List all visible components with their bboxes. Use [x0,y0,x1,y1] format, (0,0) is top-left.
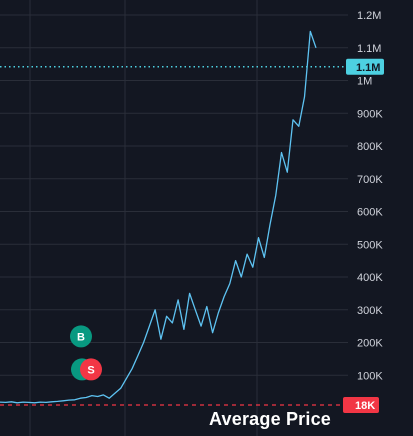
y-tick-label: 1M [357,76,372,88]
y-tick-label: 100K [357,370,383,382]
current-price-label: 1.1M [356,62,380,74]
y-tick-label: 700K [357,174,383,186]
y-tick-label: 200K [357,338,383,350]
y-tick-label: 400K [357,272,383,284]
grid-lines [0,0,348,436]
y-tick-label: 1.2M [357,10,381,22]
current-price-badge [346,58,384,75]
average-price-badge [343,397,379,413]
buy-marker[interactable] [70,325,92,348]
y-tick-label: 300K [357,305,383,317]
y-tick-label: 800K [357,141,383,153]
average-price-caption: Average Price [209,409,332,429]
buy-marker-label: B [77,331,85,343]
y-tick-label: 900K [357,108,383,120]
average-price-label: 18K [355,400,375,412]
y-tick-label: 1.1M [357,43,381,55]
price-series [0,30,317,404]
overlay-lines: 1.1M 18K [0,58,384,413]
sell-marker-label: S [87,364,94,376]
y-axis-ticks: 1.2M 1.1M 1M 900K 800K 700K 600K 500K 400K 300K 20… [357,10,383,382]
series-line [0,30,317,404]
y-tick-label: 500K [357,239,383,251]
y-tick-label: 600K [357,207,383,219]
sell-marker[interactable] [80,358,102,381]
trade-markers[interactable]: BS [70,325,102,381]
